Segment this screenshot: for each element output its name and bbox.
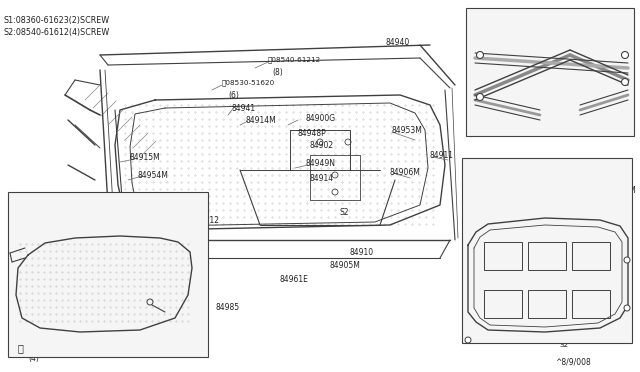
Text: 84900G: 84900G [305, 113, 335, 122]
Bar [572, 242, 610, 270]
Text: 84902: 84902 [310, 141, 334, 150]
Text: 84953M: 84953M [392, 125, 423, 135]
Text: 84914: 84914 [310, 173, 334, 183]
Text: S1: S1 [623, 15, 632, 21]
Text: 84915M: 84915M [130, 153, 161, 161]
Bar [484, 290, 522, 318]
Circle shape [477, 93, 483, 100]
Text: S1:08360-61623(2)SCREW: S1:08360-61623(2)SCREW [3, 16, 109, 25]
Text: 84917: 84917 [464, 257, 488, 266]
Text: 84905M: 84905M [330, 260, 361, 269]
Bar [528, 290, 566, 318]
Text: S2: S2 [340, 208, 349, 217]
Text: 84912: 84912 [195, 215, 219, 224]
Text: Ⓢ08530-51620: Ⓢ08530-51620 [222, 80, 275, 86]
Circle shape [624, 257, 630, 263]
Text: 84961E: 84961E [280, 276, 309, 285]
Text: 84912H(LH): 84912H(LH) [80, 225, 124, 231]
Text: 84998M: 84998M [563, 123, 591, 129]
Text: 96409X: 96409X [155, 302, 183, 308]
Text: 84955: 84955 [557, 235, 580, 241]
Text: ●: ● [620, 27, 626, 33]
Bar [572, 290, 610, 318]
Text: S2: S2 [497, 29, 506, 35]
Text: (8): (8) [272, 67, 283, 77]
Circle shape [621, 51, 628, 58]
Text: 84948P: 84948P [298, 128, 327, 138]
Bar [528, 242, 566, 270]
Text: 84948M: 84948M [605, 186, 636, 195]
Text: 84949M: 84949M [557, 247, 586, 253]
Text: (6): (6) [228, 90, 239, 99]
Text: 84916: 84916 [545, 166, 569, 174]
Text: 84949N: 84949N [305, 158, 335, 167]
Text: 84911H (RH): 84911H (RH) [80, 215, 127, 221]
Text: 84990E: 84990E [590, 327, 618, 333]
Text: 84985: 84985 [215, 304, 239, 312]
Text: 84935: 84935 [534, 115, 556, 121]
Text: FROM AUG' 80: FROM AUG' 80 [14, 198, 81, 206]
Text: 84941: 84941 [232, 103, 256, 112]
Text: 84940: 84940 [385, 38, 409, 46]
Text: 08510-51642: 08510-51642 [28, 343, 79, 353]
Text: 84914M: 84914M [245, 115, 276, 125]
Text: 84960: 84960 [470, 157, 494, 167]
Text: 84911: 84911 [430, 151, 454, 160]
Bar [484, 242, 522, 270]
Text: Ⓢ: Ⓢ [17, 343, 23, 353]
Bar [466, 8, 634, 136]
Text: II: II [118, 205, 122, 211]
Circle shape [624, 305, 630, 311]
Circle shape [465, 337, 471, 343]
Text: S2:08540-61612(4)SCREW: S2:08540-61612(4)SCREW [3, 28, 109, 36]
Circle shape [477, 51, 483, 58]
Text: 84900B: 84900B [468, 115, 495, 121]
Text: 84954M: 84954M [138, 170, 169, 180]
Text: S2: S2 [560, 342, 569, 348]
Text: Ⓢ08540-61212: Ⓢ08540-61212 [268, 57, 321, 63]
Text: ^8/9/008: ^8/9/008 [555, 357, 591, 366]
Text: (4): (4) [28, 353, 39, 362]
Text: 84910: 84910 [350, 247, 374, 257]
Text: ●: ● [605, 27, 611, 33]
Bar [462, 158, 632, 343]
Circle shape [621, 78, 628, 86]
Text: S2: S2 [607, 15, 616, 21]
Text: 84906M: 84906M [390, 167, 421, 176]
Bar [8, 192, 208, 357]
Text: 84900B: 84900B [468, 19, 495, 25]
